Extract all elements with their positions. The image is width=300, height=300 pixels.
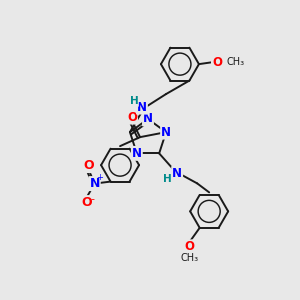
- Text: N: N: [137, 100, 147, 114]
- Text: N: N: [132, 147, 142, 160]
- Text: O: O: [127, 111, 137, 124]
- Text: +: +: [96, 173, 103, 182]
- Text: -: -: [91, 195, 94, 205]
- Text: CH₃: CH₃: [227, 57, 245, 67]
- Text: O: O: [212, 56, 222, 69]
- Text: O: O: [185, 240, 195, 253]
- Text: H: H: [163, 174, 172, 184]
- Text: N: N: [143, 112, 153, 125]
- Text: N: N: [172, 167, 182, 180]
- Text: O: O: [81, 196, 92, 209]
- Text: N: N: [89, 177, 100, 190]
- Text: CH₃: CH₃: [181, 253, 199, 263]
- Text: O: O: [83, 159, 94, 172]
- Text: N: N: [161, 126, 171, 139]
- Text: H: H: [130, 96, 138, 106]
